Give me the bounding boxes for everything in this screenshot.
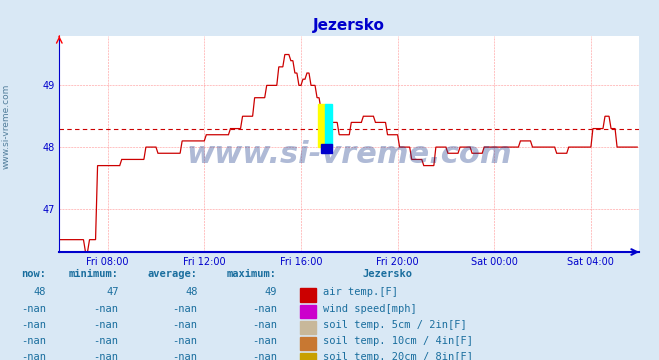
Text: soil temp. 20cm / 8in[F]: soil temp. 20cm / 8in[F]	[323, 352, 473, 360]
Text: soil temp. 5cm / 2in[F]: soil temp. 5cm / 2in[F]	[323, 320, 467, 330]
Text: Jezersko: Jezersko	[362, 269, 413, 279]
Text: -nan: -nan	[173, 336, 198, 346]
Bar	[318, 104, 325, 147]
Text: -nan: -nan	[94, 336, 119, 346]
Text: -nan: -nan	[252, 336, 277, 346]
Text: -nan: -nan	[94, 352, 119, 360]
Text: -nan: -nan	[173, 352, 198, 360]
Text: minimum:: minimum:	[69, 269, 119, 279]
Text: -nan: -nan	[94, 303, 119, 314]
Text: -nan: -nan	[252, 303, 277, 314]
Text: -nan: -nan	[21, 336, 46, 346]
Text: maximum:: maximum:	[227, 269, 277, 279]
Text: average:: average:	[148, 269, 198, 279]
Text: -nan: -nan	[252, 352, 277, 360]
Bar	[322, 144, 332, 153]
Text: -nan: -nan	[21, 352, 46, 360]
Bar	[325, 104, 332, 147]
Text: -nan: -nan	[94, 320, 119, 330]
Text: wind speed[mph]: wind speed[mph]	[323, 303, 416, 314]
Text: -nan: -nan	[21, 303, 46, 314]
Text: air temp.[F]: air temp.[F]	[323, 287, 398, 297]
Text: -nan: -nan	[173, 303, 198, 314]
Text: www.si-vreme.com: www.si-vreme.com	[186, 140, 512, 169]
Text: soil temp. 10cm / 4in[F]: soil temp. 10cm / 4in[F]	[323, 336, 473, 346]
Text: -nan: -nan	[252, 320, 277, 330]
Text: 48: 48	[34, 287, 46, 297]
Bar	[300, 305, 316, 318]
Bar	[300, 321, 316, 334]
Bar	[300, 353, 316, 360]
Text: -nan: -nan	[173, 320, 198, 330]
Text: 47: 47	[106, 287, 119, 297]
Title: Jezersko: Jezersko	[313, 18, 386, 33]
Text: www.si-vreme.com: www.si-vreme.com	[2, 83, 11, 169]
Text: now:: now:	[21, 269, 46, 279]
Text: -nan: -nan	[21, 320, 46, 330]
Bar	[300, 288, 316, 302]
Bar	[300, 337, 316, 350]
Text: 49: 49	[264, 287, 277, 297]
Text: 48: 48	[185, 287, 198, 297]
